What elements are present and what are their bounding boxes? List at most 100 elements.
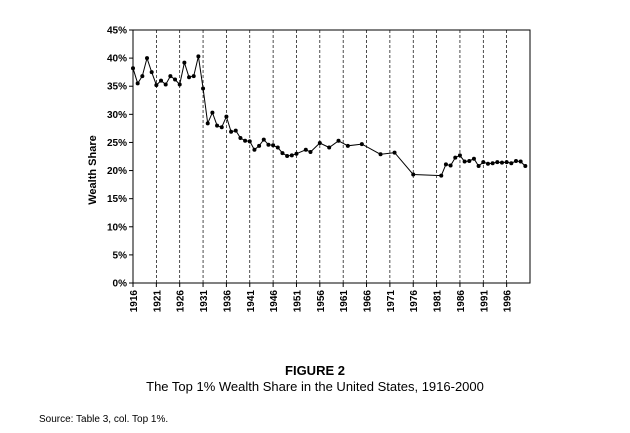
data-point <box>275 145 280 150</box>
data-point <box>518 159 523 164</box>
data-point <box>131 66 135 71</box>
data-point <box>317 141 322 146</box>
y-tick-label: 10% <box>107 222 127 233</box>
y-tick-label: 25% <box>107 138 127 149</box>
x-tick-label: 1946 <box>269 290 280 313</box>
y-tick-label: 5% <box>113 250 128 261</box>
data-point <box>308 150 313 155</box>
data-point <box>359 142 364 147</box>
data-point <box>481 160 486 165</box>
data-point <box>378 152 383 157</box>
x-tick-label: 1941 <box>246 290 257 313</box>
y-tick-label: 45% <box>107 26 127 37</box>
data-point <box>439 173 444 178</box>
data-point <box>201 86 206 91</box>
data-point <box>327 145 332 150</box>
wealth-share-chart: 0% 5% 10% 15% 20% 25% 30% 35% 40% 45% 1916 1921 192… <box>87 26 531 313</box>
x-tick-label: 1966 <box>363 290 374 313</box>
data-point <box>257 143 262 148</box>
data-point <box>219 125 224 130</box>
figure-caption: The Top 1% Wealth Share in the United St… <box>146 379 484 394</box>
x-tick-label: 1916 <box>129 290 140 313</box>
y-axis-title: Wealth Share <box>87 135 99 205</box>
axes <box>129 29 531 287</box>
data-point <box>210 110 215 115</box>
data-point <box>509 161 514 166</box>
data-point <box>140 74 145 79</box>
data-point <box>411 172 416 177</box>
data-point <box>266 142 271 147</box>
series-top1-wealth-share <box>131 54 528 178</box>
x-tick-label: 1936 <box>222 290 233 313</box>
data-point <box>285 153 290 158</box>
series-line <box>132 56 526 177</box>
data-point <box>457 153 462 158</box>
data-point <box>145 56 150 61</box>
x-tick-label: 1921 <box>152 290 163 313</box>
data-point <box>182 60 187 65</box>
data-point <box>187 75 192 80</box>
x-tick-label: 1986 <box>456 290 467 313</box>
data-point <box>135 81 140 86</box>
data-point <box>191 74 196 79</box>
data-point <box>513 158 518 163</box>
x-tick-label: 1991 <box>479 290 490 313</box>
data-point <box>271 143 276 148</box>
figure-number: FIGURE 2 <box>285 363 345 378</box>
x-tick-label: 1996 <box>503 290 514 313</box>
data-point <box>233 128 238 133</box>
data-point <box>504 160 509 165</box>
x-tick-label: 1951 <box>292 290 303 313</box>
data-point <box>453 155 458 160</box>
data-point <box>173 77 178 82</box>
data-point <box>229 129 234 134</box>
y-tick-label: 30% <box>107 110 127 121</box>
data-point <box>196 54 201 59</box>
x-tick-label: 1931 <box>199 290 210 313</box>
data-point <box>149 70 154 75</box>
x-axis-tick-labels: 1916 1921 1926 1931 1936 1941 1946 1951 1956 1961… <box>129 290 514 313</box>
data-point <box>243 138 248 143</box>
data-point <box>154 83 159 88</box>
data-point <box>499 160 504 165</box>
data-point <box>224 114 229 119</box>
data-point <box>345 143 350 148</box>
y-tick-label: 35% <box>107 82 127 93</box>
y-tick-label: 40% <box>107 54 127 65</box>
data-point <box>462 159 467 164</box>
plot-frame <box>132 29 531 284</box>
data-point <box>443 162 448 167</box>
data-point <box>471 156 476 161</box>
data-point <box>238 135 243 140</box>
data-point <box>215 123 220 128</box>
data-point <box>252 147 257 152</box>
data-point <box>280 151 285 156</box>
data-point <box>523 164 528 169</box>
data-point <box>303 147 308 152</box>
x-tick-label: 1956 <box>316 290 327 313</box>
data-point <box>294 151 299 156</box>
x-tick-label: 1971 <box>386 290 397 313</box>
y-tick-label: 20% <box>107 166 127 177</box>
x-tick-label: 1981 <box>433 290 444 313</box>
data-point <box>163 82 168 87</box>
x-tick-label: 1926 <box>176 290 187 313</box>
data-point <box>467 158 472 163</box>
data-point <box>495 160 500 165</box>
data-point <box>392 150 397 155</box>
y-axis-tick-labels: 0% 5% 10% 15% 20% 25% 30% 35% 40% 45% <box>107 26 127 290</box>
data-point <box>289 153 294 158</box>
y-tick-label: 15% <box>107 194 127 205</box>
data-point <box>168 74 173 79</box>
data-point <box>476 164 481 169</box>
data-point <box>336 138 341 143</box>
y-tick-label: 0% <box>113 279 128 290</box>
x-tick-label: 1961 <box>339 290 350 313</box>
data-point <box>177 82 182 87</box>
data-point <box>247 139 252 144</box>
x-tick-label: 1976 <box>409 290 420 313</box>
data-point <box>205 121 210 126</box>
data-point <box>159 78 164 83</box>
data-point <box>261 137 266 142</box>
data-point <box>448 163 453 168</box>
